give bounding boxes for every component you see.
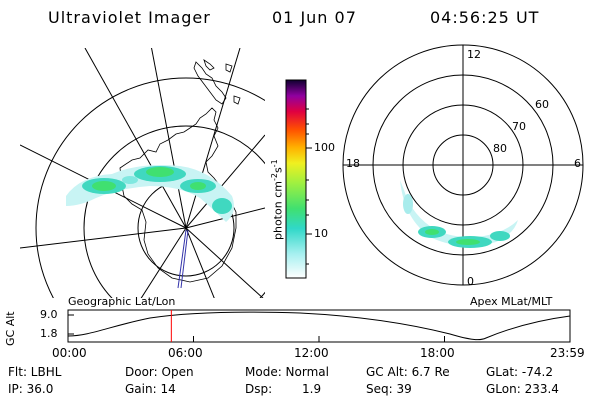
colorbar-label-10: 10 [314, 227, 328, 240]
status-gc-alt: GC Alt: 6.7 Re [366, 365, 450, 379]
status-filter: Flt: LBHL [8, 365, 62, 379]
meridian-line [151, 48, 187, 229]
orbit-ytick-bottom: 1.8 [40, 327, 58, 340]
mlt-label-12: 12 [467, 48, 481, 61]
meridian-line [185, 227, 215, 298]
mlt-label-0: 0 [467, 275, 474, 288]
footprint-line [180, 229, 189, 289]
coastline [203, 59, 215, 71]
meridian-line [185, 48, 241, 229]
lat-label-80: 80 [493, 142, 507, 155]
orbit-xtick-label: 06:00 [168, 346, 203, 360]
orbit-xtick-label: 00:00 [52, 346, 87, 360]
meridian-line [185, 134, 265, 229]
orbit-xtick-label: 23:59 [550, 346, 585, 360]
status-seq: Seq: 39 [366, 382, 412, 396]
status-glat: GLat: -74.2 [486, 365, 553, 379]
mlt-label-18: 18 [346, 157, 360, 170]
status-dsp-value: 1.9 [302, 382, 322, 396]
status-ip: IP: 36.0 [8, 382, 54, 396]
lat-label-70: 70 [512, 120, 526, 133]
coastline [225, 63, 233, 73]
orbit-ytick-top: 9.0 [40, 308, 58, 321]
image-time: 04:56:25 UT [430, 8, 540, 27]
geo-panel-caption: Geographic Lat/Lon [68, 295, 176, 308]
orbit-plot [67, 309, 571, 343]
colorbar [285, 79, 307, 279]
status-gain: Gain: 14 [125, 382, 176, 396]
mlt-panel-caption: Apex MLat/MLT [470, 295, 553, 308]
status-door: Door: Open [125, 365, 194, 379]
status-glon: GLon: 233.4 [486, 382, 559, 396]
aurora-emission-mlt [400, 180, 518, 248]
orbit-xtick-label: 18:00 [420, 346, 455, 360]
image-date: 01 Jun 07 [272, 8, 357, 27]
coastline [233, 95, 241, 105]
lat-label-60: 60 [535, 98, 549, 111]
orbit-ylabel: GC Alt [4, 311, 17, 346]
meridian-line [20, 227, 187, 249]
instrument-title: Ultraviolet Imager [48, 8, 211, 27]
aurora-emission-geo [66, 165, 234, 222]
status-dsp-label: Dsp: [245, 382, 273, 396]
footprint-line [177, 229, 187, 289]
mlt-polar-dial [342, 44, 584, 286]
meridian-line [140, 227, 187, 298]
orbit-xtick-label: 12:00 [294, 346, 329, 360]
colorbar-label-100: 100 [314, 141, 335, 154]
status-mode: Mode: Normal [245, 365, 329, 379]
coastline [193, 61, 227, 105]
lat-circle-mid [83, 125, 265, 298]
meridian-line [84, 48, 187, 229]
altitude-curve [67, 311, 571, 341]
colorbar-unit-label: photon cm-2s-1 [270, 159, 285, 240]
mlt-label-6: 6 [574, 157, 581, 170]
lat-circle-outer [35, 77, 265, 298]
meridian-line [185, 227, 264, 298]
coastline [119, 107, 237, 283]
